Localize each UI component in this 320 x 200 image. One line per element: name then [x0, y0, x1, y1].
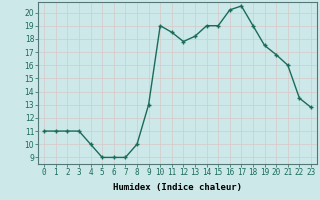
X-axis label: Humidex (Indice chaleur): Humidex (Indice chaleur) [113, 183, 242, 192]
